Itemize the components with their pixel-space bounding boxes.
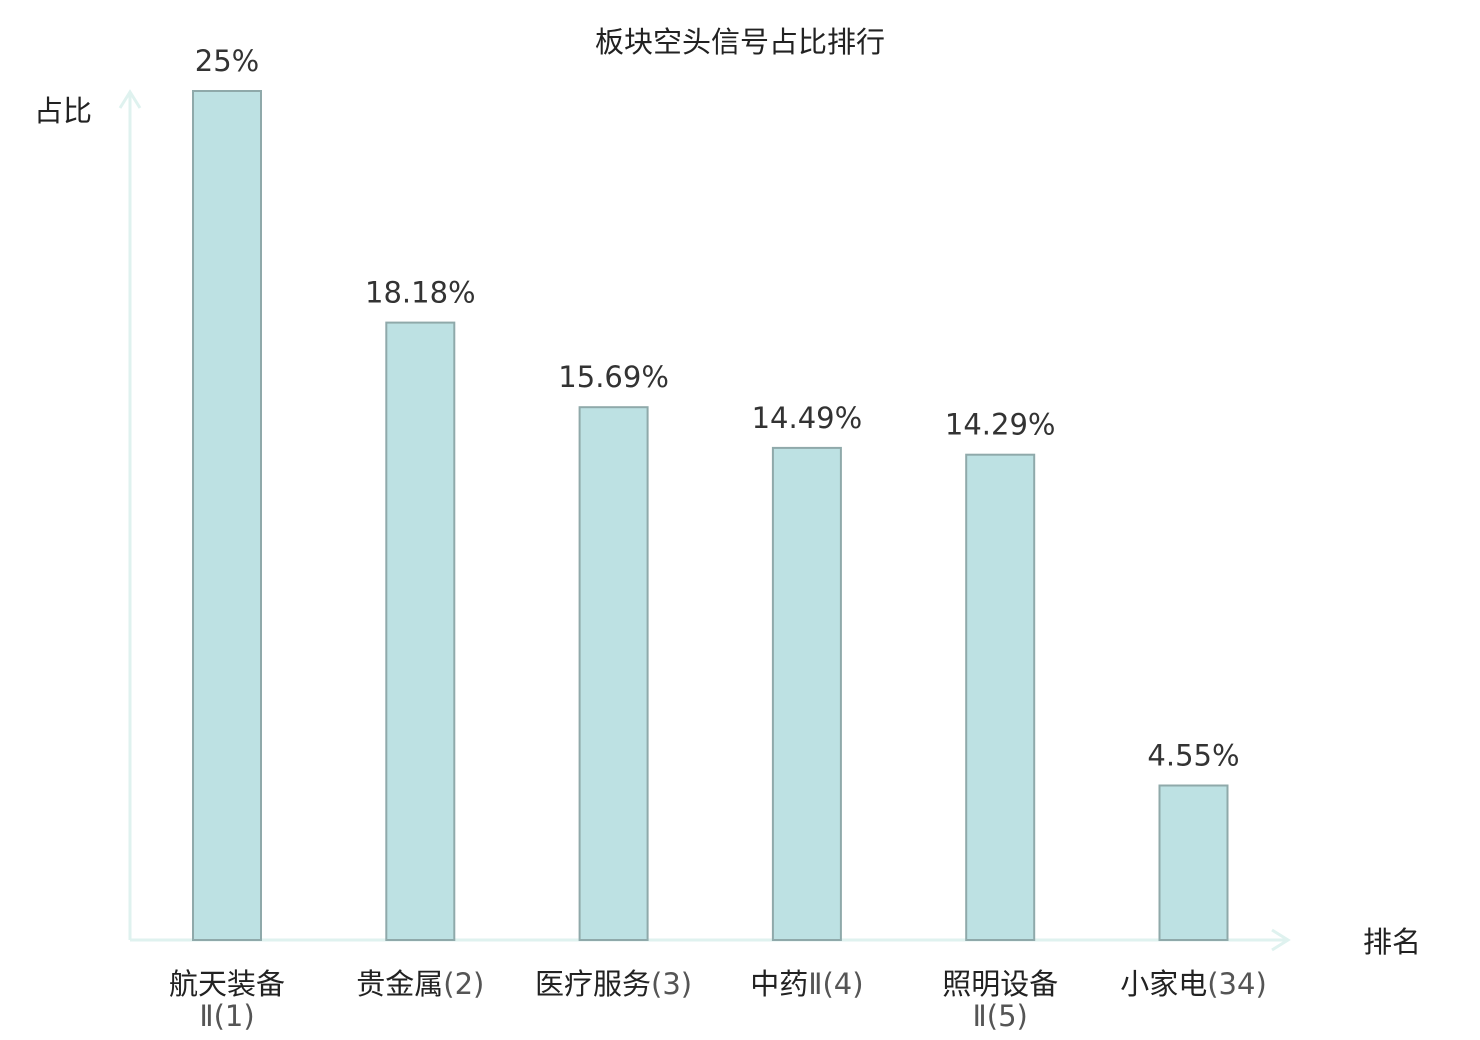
- x-tick-rank: (2): [443, 967, 484, 1001]
- x-tick-label: 小家电(34): [1120, 967, 1267, 1001]
- x-axis-arrowhead: [1271, 928, 1291, 952]
- chart-title: 板块空头信号占比排行: [595, 25, 885, 59]
- bar-value-label: 18.18%: [365, 276, 476, 310]
- x-tick-label: 中药Ⅱ(4): [750, 967, 863, 1001]
- x-tick-label: 医疗服务(3): [535, 967, 692, 1001]
- bar-value-label: 15.69%: [558, 360, 669, 394]
- x-tick-label: 贵金属(2): [356, 967, 484, 1001]
- bar-value-label: 4.55%: [1147, 739, 1239, 773]
- x-tick-name: 照明设备: [942, 967, 1058, 1001]
- x-tick-name: 小家电: [1120, 967, 1207, 1001]
- bar: [965, 453, 1036, 941]
- x-tick-name: 贵金属: [356, 967, 443, 1001]
- value-labels: 25% 18.18% 15.69% 14.49% 14.29% 4.55%: [195, 44, 1240, 773]
- bar: [385, 321, 456, 942]
- bar: [192, 90, 262, 941]
- x-tick-rank: Ⅱ(5): [973, 999, 1028, 1033]
- x-tick-name: 中药: [750, 967, 808, 1001]
- x-tick-name: 医疗服务: [535, 967, 651, 1001]
- x-tick-rank: (3): [651, 967, 692, 1001]
- bars: [192, 90, 1229, 942]
- x-tick-rank: (34): [1207, 967, 1267, 1001]
- bar-value-label: 25%: [195, 44, 259, 78]
- x-tick-label: 照明设备 Ⅱ(5): [942, 967, 1058, 1033]
- y-axis-arrowhead: [118, 89, 142, 109]
- x-tick-rank: Ⅱ(4): [808, 967, 863, 1001]
- bar: [1158, 784, 1229, 941]
- axes: [118, 89, 1291, 952]
- bar: [578, 406, 649, 941]
- x-tick-name: 航天装备: [169, 967, 285, 1001]
- bar: [771, 446, 842, 941]
- x-tick-rank: Ⅱ(1): [199, 999, 254, 1033]
- bar-value-label: 14.49%: [752, 401, 863, 435]
- y-axis-label: 占比: [34, 94, 92, 128]
- x-axis-label: 排名: [1363, 925, 1421, 959]
- x-tick-label: 航天装备 Ⅱ(1): [169, 967, 285, 1033]
- category-labels: 航天装备 Ⅱ(1)贵金属(2) 医疗服务(3) 中药Ⅱ(4) 照明设备 Ⅱ(5)小家电(3…: [169, 967, 1267, 1033]
- bar-value-label: 14.29%: [945, 408, 1056, 442]
